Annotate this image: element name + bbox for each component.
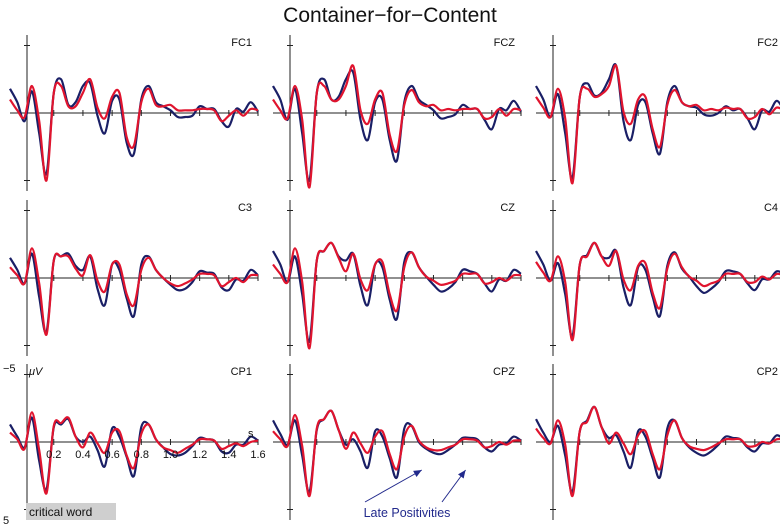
x-tick-label: 1.4 [221,449,236,461]
annotation-label: Late Positivities [364,506,451,520]
panel-c4 [535,200,780,356]
panel-label: CP2 [757,366,778,378]
event-label-bg [26,503,116,520]
series-line-a [272,241,522,343]
y-tick-label-bottom: 5 [3,515,9,527]
panel-cp2 [535,364,780,520]
panel-label: CP1 [231,366,252,378]
panel-cp1 [9,364,259,520]
x-tick-label: 0.8 [134,449,149,461]
y-tick-label-top: −5 [3,363,16,375]
series-line-a [272,409,522,494]
series-line-a [9,252,259,334]
panel-fc2 [535,35,780,191]
chart-title: Container−for−Content [283,4,497,27]
x-tick-label: 0.2 [46,449,61,461]
series-line-b [9,411,259,495]
x-unit-label: s [248,428,254,440]
panel-cpz [272,364,522,520]
series-line-a [9,77,259,176]
series-line-b [535,405,780,498]
x-tick-label: 1.0 [163,449,178,461]
series-line-b [9,77,259,182]
event-label: critical word [29,505,92,519]
panel-label: CZ [500,202,515,214]
annotation-arrowhead [458,470,466,479]
x-tick-label: 1.6 [250,449,265,461]
panel-label: FC1 [231,37,252,49]
x-tick-label: 0.6 [104,449,119,461]
panel-cz [272,200,522,356]
panel-label: CPZ [493,366,515,378]
series-line-b [272,241,522,350]
series-line-a [272,69,522,183]
y-unit-label: μV [28,366,44,378]
x-tick-label: 1.2 [192,449,207,461]
annotation-arrow [364,469,423,503]
series-line-a [535,405,780,494]
series-line-a [535,63,780,180]
x-tick-label: 0.4 [75,449,90,461]
panel-label: C4 [764,202,778,214]
panel-label: C3 [238,202,252,214]
panel-fc1 [9,35,259,191]
series-line-a [535,241,780,338]
series-line-b [535,64,780,185]
panel-label: FCZ [494,37,516,49]
series-line-b [272,64,522,189]
series-line-b [535,241,780,342]
panel-label: FC2 [757,37,778,49]
series-line-b [9,247,259,336]
annotation-arrowhead [413,470,422,477]
series-line-b [272,409,522,498]
panel-c3 [9,200,259,356]
panel-fcz [272,35,522,191]
